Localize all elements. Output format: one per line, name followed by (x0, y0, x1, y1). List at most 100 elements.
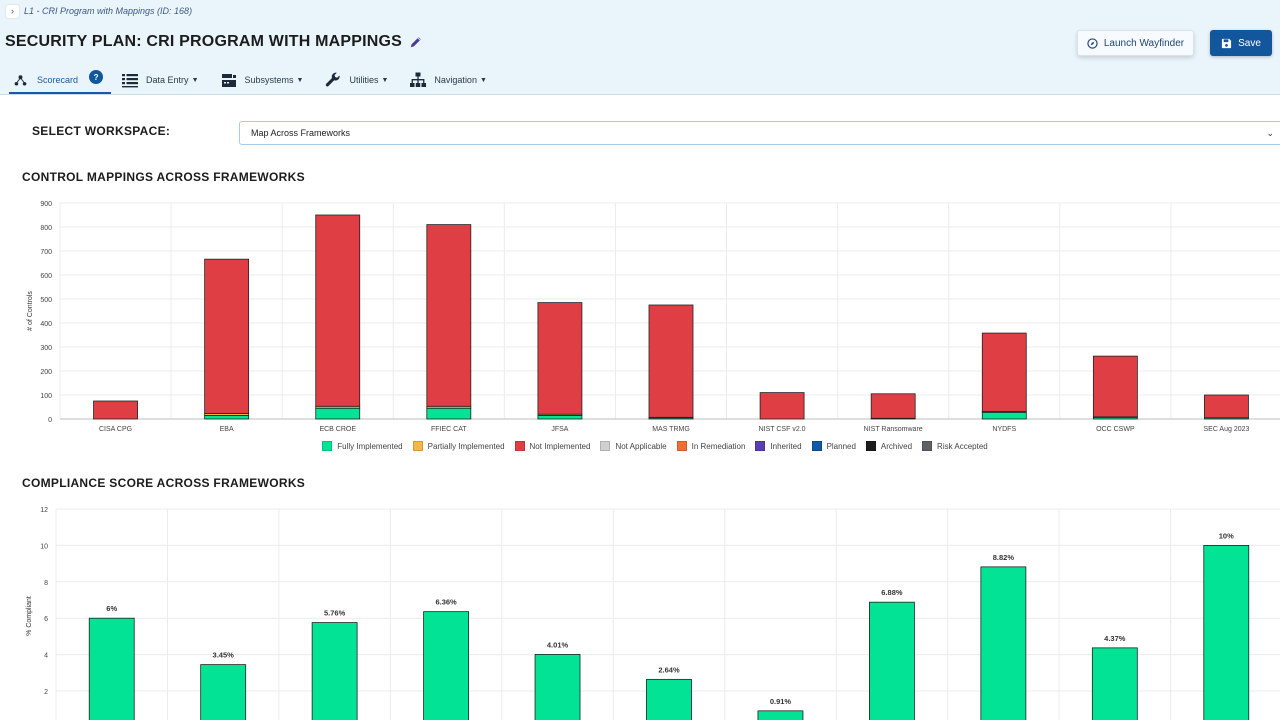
bar-segment (1092, 355, 1138, 418)
menu-navigation[interactable]: Navigation ▼ (410, 66, 487, 94)
launch-wayfinder-label: Launch Wayfinder (1103, 37, 1185, 49)
score-bar (88, 617, 135, 720)
control-mappings-chart: 0 100 200 300 400 500 600 700 800 900 # of Control… (27, 201, 1280, 433)
legend-item[interactable]: Fully Implemented (322, 441, 403, 451)
sitemap-icon (410, 72, 427, 87)
workspace-select-value: Map Across Frameworks (251, 128, 351, 138)
legend-item[interactable]: In Remediation (676, 441, 746, 451)
workspace-label: SELECT WORKSPACE: (32, 124, 171, 138)
x-tick-label: SEC Aug 2023 (1203, 426, 1249, 433)
bar-segment (93, 400, 138, 420)
caret-down-icon: ▼ (191, 76, 199, 84)
legend-item[interactable]: Not Applicable (600, 441, 667, 451)
menu-data-entry-label: Data Entry (146, 75, 189, 85)
legend-swatch (600, 441, 611, 451)
data-label: 6.36% (435, 598, 457, 607)
page-title: SECURITY PLAN: CRI PROGRAM WITH MAPPINGS (5, 33, 423, 51)
legend-item[interactable]: Inherited (755, 441, 802, 451)
legend-item[interactable]: Partially Implemented (412, 441, 505, 451)
data-label: 6.88% (881, 588, 903, 597)
legend-swatch (811, 441, 822, 451)
y-tick-label: 10 (40, 543, 48, 550)
bar-segment (759, 392, 805, 420)
legend-label: In Remediation (691, 441, 746, 451)
x-tick-label: CISA CPG (99, 426, 132, 433)
score-bar (311, 622, 358, 720)
save-label: Save (1238, 37, 1261, 49)
bar-segment (537, 414, 583, 420)
legend-label: Partially Implemented (427, 441, 505, 451)
compliance-chart-title: COMPLIANCE SCORE ACROSS FRAMEWORKS (22, 476, 306, 490)
pencil-icon[interactable] (409, 35, 423, 49)
legend-item[interactable]: Risk Accepted (922, 441, 988, 451)
y-axis-label: % Compliant (26, 596, 33, 636)
legend-item[interactable]: Archived (865, 441, 912, 451)
legend-label: Risk Accepted (937, 441, 988, 451)
legend-swatch (412, 441, 423, 451)
legend-item[interactable]: Not Implemented (514, 441, 590, 451)
caret-down-icon: ▼ (381, 76, 389, 84)
y-tick-label: 2 (44, 689, 48, 696)
legend-swatch (922, 441, 933, 451)
y-tick-label: 300 (40, 345, 52, 352)
tab-scorecard-label: Scorecard (37, 75, 79, 85)
legend-label: Not Applicable (615, 441, 667, 451)
score-bar (869, 601, 915, 720)
y-tick-label: 600 (40, 273, 52, 280)
legend-swatch (322, 441, 333, 451)
bar-segment (426, 407, 472, 420)
score-bar (980, 566, 1027, 720)
data-label: 6% (106, 604, 117, 613)
y-tick-label: 6 (44, 616, 48, 623)
data-label: 2.64% (658, 665, 680, 674)
bar-segment (204, 414, 250, 420)
help-badge[interactable]: ? (89, 70, 104, 84)
score-bar (423, 611, 469, 720)
x-tick-label: EBA (220, 426, 234, 433)
x-tick-label: OCC CSWP (1096, 426, 1135, 433)
legend-swatch (676, 441, 687, 451)
chevron-right-icon[interactable]: › (6, 4, 19, 18)
x-tick-label: ECB CROE (319, 426, 356, 433)
x-tick-label: NYDFS (992, 426, 1016, 433)
page-title-text: SECURITY PLAN: CRI PROGRAM WITH MAPPINGS (5, 33, 403, 50)
menu-utilities-label: Utilities (349, 75, 379, 85)
data-label: 10% (1219, 531, 1234, 540)
bar-segment (981, 332, 1027, 412)
data-label: 5.76% (324, 609, 346, 618)
legend-label: Planned (826, 441, 856, 451)
scorecard-icon (14, 74, 27, 86)
tab-scorecard[interactable]: Scorecard ? (8, 66, 112, 94)
y-tick-label: 4 (44, 653, 48, 660)
y-tick-label: 8 (44, 580, 48, 587)
chevron-down-icon: ⌄ (1266, 128, 1274, 138)
data-label: 0.91% (770, 697, 792, 706)
mappings-chart-title: CONTROL MAPPINGS ACROSS FRAMEWORKS (22, 170, 305, 184)
score-bar (534, 654, 581, 720)
menu-subsystems-label: Subsystems (244, 75, 294, 85)
data-label: 4.37% (1104, 634, 1126, 643)
menu-subsystems[interactable]: Subsystems ▼ (221, 66, 303, 94)
caret-down-icon: ▼ (479, 76, 487, 84)
y-tick-label: 100 (40, 393, 52, 400)
y-axis-label: # of Controls (27, 291, 34, 331)
wrench-icon (326, 72, 341, 87)
menu-navigation-label: Navigation (434, 75, 477, 85)
save-button[interactable]: Save (1210, 30, 1272, 56)
compass-icon (1087, 37, 1098, 49)
y-tick-label: 900 (40, 201, 52, 208)
menu-data-entry[interactable]: Data Entry ▼ (122, 66, 199, 94)
launch-wayfinder-button[interactable]: Launch Wayfinder (1077, 30, 1194, 56)
legend-item[interactable]: Planned (811, 441, 856, 451)
breadcrumb-text[interactable]: L1 - CRI Program with Mappings (ID: 168) (24, 6, 193, 16)
score-bar (200, 664, 247, 720)
mappings-chart-legend: Fully Implemented Partially Implemented No… (0, 438, 1280, 454)
legend-swatch (865, 441, 876, 451)
bar-segment (537, 302, 583, 415)
x-tick-label: NIST Ransomware (864, 426, 923, 433)
workspace-select[interactable]: Map Across Frameworks ⌄ (239, 121, 1280, 145)
legend-label: Fully Implemented (337, 441, 403, 451)
data-label: 4.01% (547, 640, 569, 649)
menu-utilities[interactable]: Utilities ▼ (325, 66, 388, 94)
list-icon (122, 74, 139, 88)
